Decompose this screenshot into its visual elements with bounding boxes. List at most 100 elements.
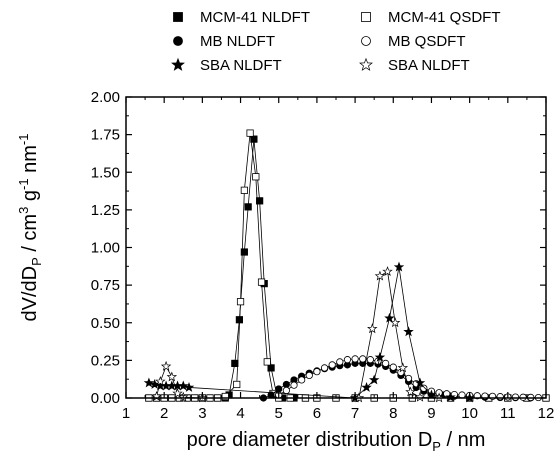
legend-label: MB QSDFT [388, 33, 466, 50]
data-point [298, 376, 306, 384]
legend: MCM-41 NLDFT MCM-41 QSDFT MB NLDFT MB QSDFT… [171, 9, 501, 74]
y-tick-label: 0.50 [91, 315, 120, 332]
data-point [361, 381, 372, 392]
data-point [233, 380, 241, 389]
data-point [336, 358, 344, 366]
x-tick-label: 12 [538, 405, 555, 422]
x-tick-label: 9 [427, 405, 435, 422]
data-point [368, 374, 380, 385]
data-point [519, 393, 527, 401]
data-point [166, 371, 178, 382]
legend-entry: SBA NLDFT [359, 57, 470, 74]
data-point [397, 362, 409, 373]
data-point [252, 173, 260, 181]
plot-frame [125, 96, 547, 399]
data-point [374, 351, 386, 362]
data-point [351, 355, 359, 363]
data-point [178, 380, 189, 391]
data-point [143, 377, 155, 388]
series-4 [143, 261, 475, 403]
data-point [244, 203, 252, 211]
data-point [231, 359, 239, 367]
series-line [156, 270, 440, 399]
data-point [240, 186, 248, 194]
y-axis-label: dV/dDP / cm3 g-1 nm-1 [16, 134, 44, 322]
data-point [282, 380, 290, 389]
data-point [236, 298, 245, 306]
data-point [290, 381, 298, 389]
data-point [367, 323, 378, 334]
x-axis-ticks: 1 2 3 4 5 6 7 8 9 10 11 12 [122, 97, 555, 422]
x-tick-label: 10 [461, 405, 478, 422]
data-point [240, 248, 248, 256]
data-point [393, 261, 405, 272]
data-point [403, 326, 414, 337]
legend-label: MCM-41 NLDFT [200, 9, 310, 26]
data-point [374, 270, 386, 281]
x-tick-label: 3 [198, 405, 206, 422]
data-point [382, 359, 390, 367]
legend-marker [361, 36, 371, 46]
data-point [384, 312, 395, 323]
legend-entry: MCM-41 NLDFT [173, 9, 310, 26]
data-point [328, 361, 336, 369]
y-tick-label: 0.75 [91, 277, 120, 294]
y-tick-label: 0.25 [91, 352, 120, 369]
data-point [267, 364, 275, 372]
legend-entry: MB NLDFT [173, 33, 275, 50]
data-point [414, 377, 426, 388]
legend-marker [171, 57, 185, 71]
data-point [155, 375, 166, 386]
data-point [263, 358, 271, 366]
x-tick-label: 8 [389, 405, 397, 422]
data-point [160, 360, 172, 371]
data-point [257, 278, 266, 286]
data-point [389, 317, 401, 328]
data-point [250, 135, 258, 143]
x-tick-label: 11 [500, 405, 516, 422]
legend-marker [173, 12, 183, 22]
x-tick-label: 2 [160, 405, 168, 422]
x-axis-label: pore diameter distribution DP / nm [187, 429, 486, 454]
legend-label: MB NLDFT [200, 33, 275, 50]
data-point [366, 356, 374, 364]
data-point [389, 363, 397, 371]
data-point [149, 378, 160, 389]
data-point [405, 386, 416, 397]
legend-marker [173, 36, 183, 46]
data-point [172, 387, 183, 398]
y-axis-ticks: 0.00 0.25 0.50 0.75 1.00 1.25 1.50 1.75 2.00 [91, 89, 546, 407]
legend-entry: MB QSDFT [361, 33, 466, 50]
y-tick-label: 1.00 [91, 240, 120, 257]
x-tick-label: 4 [236, 405, 244, 422]
data-point [246, 129, 254, 137]
y-tick-label: 1.25 [91, 202, 120, 219]
plot-area [143, 129, 550, 403]
legend-label: SBA NLDFT [200, 57, 282, 74]
data-point [320, 364, 329, 372]
data-point [414, 391, 426, 402]
data-point [382, 266, 393, 277]
y-tick-label: 0.00 [91, 390, 120, 407]
data-point [305, 371, 313, 380]
legend-marker [359, 57, 373, 71]
x-tick-label: 6 [313, 405, 321, 422]
legend-label: MCM-41 QSDFT [388, 9, 501, 26]
x-tick-label: 7 [351, 405, 359, 422]
legend-entry: SBA NLDFT [171, 57, 282, 74]
series-5 [151, 266, 445, 403]
x-tick-label: 5 [275, 405, 283, 422]
y-tick-label: 1.75 [91, 127, 120, 144]
data-point [313, 368, 321, 376]
legend-marker [361, 12, 371, 22]
data-point [282, 386, 290, 395]
data-point [343, 356, 352, 364]
data-point [511, 393, 520, 401]
data-point [275, 385, 283, 393]
data-point [183, 381, 195, 392]
data-point [496, 393, 504, 401]
data-point [359, 355, 367, 363]
data-point [256, 197, 264, 205]
data-point [221, 392, 229, 401]
